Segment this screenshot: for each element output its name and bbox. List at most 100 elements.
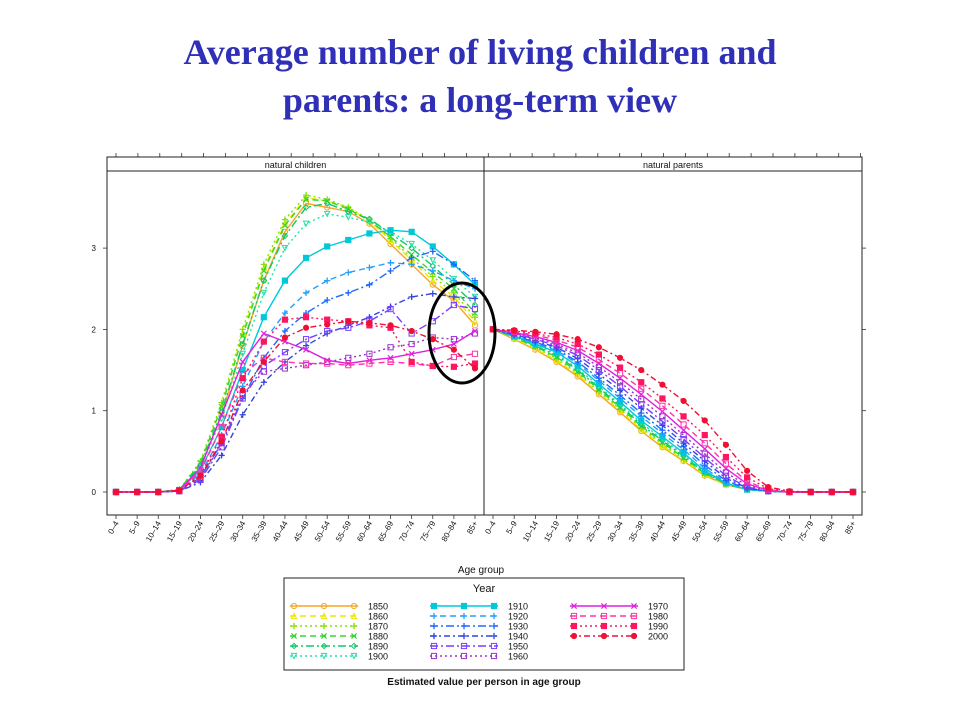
point-1970 (303, 346, 310, 353)
point-1970 (471, 328, 479, 335)
legend-label: 1890 (368, 642, 388, 652)
x-tick-label: 15–19 (542, 519, 561, 543)
point-1940 (680, 440, 687, 447)
series-line-1900 (116, 213, 476, 493)
point-1970 (617, 375, 624, 382)
point-1970 (218, 411, 225, 418)
point-1980 (387, 358, 394, 366)
legend-swatch-marker (290, 652, 298, 660)
point-1940 (429, 290, 436, 297)
point-2000 (324, 321, 331, 328)
series-line-1860 (492, 328, 853, 493)
point-1900 (323, 210, 331, 218)
series-line-1980 (116, 353, 476, 493)
legend-entry-1860: 1860 (290, 612, 388, 622)
series-line-1880 (116, 198, 476, 493)
point-1950 (450, 301, 457, 309)
point-1900 (366, 218, 373, 226)
point-1950 (471, 305, 479, 313)
x-tick-label: 25–29 (585, 519, 604, 543)
series-1960-children (112, 330, 479, 496)
point-1940 (659, 422, 666, 429)
point-1940 (701, 458, 708, 465)
legend-swatch-marker (320, 622, 328, 630)
legend-entry-1900: 1900 (290, 652, 388, 662)
x-tick-label: 25–29 (207, 519, 226, 543)
point-2000 (218, 438, 225, 445)
series-line-1850 (492, 328, 853, 493)
legend-label: 1860 (368, 612, 388, 622)
point-1900 (281, 245, 289, 252)
point-1850 (429, 281, 436, 288)
point-1930 (387, 267, 394, 274)
point-1960 (345, 354, 352, 361)
point-1900 (302, 220, 310, 228)
legend-entry-2000: 2000 (570, 632, 668, 642)
x-tick-label: 0–4 (106, 519, 121, 536)
x-tick-label: 20–24 (186, 519, 205, 543)
series-line-1870 (116, 194, 476, 493)
legend-entry-1960: 1960 (430, 652, 528, 662)
point-1960 (659, 413, 666, 420)
series-line-1920 (492, 328, 853, 493)
point-1980 (218, 423, 225, 431)
series-line-1970 (492, 328, 853, 493)
point-1990 (722, 453, 730, 461)
point-1960 (744, 482, 751, 489)
point-1980 (324, 360, 331, 367)
point-2000 (722, 441, 730, 448)
point-1900 (429, 257, 437, 265)
legend-swatch-marker (430, 612, 438, 620)
point-1960 (281, 365, 289, 372)
point-1870 (471, 314, 479, 321)
series-line-1930 (116, 250, 476, 493)
legend-swatch-marker (430, 602, 438, 610)
x-tick-label: 60–64 (355, 519, 374, 543)
point-1940 (574, 355, 581, 362)
point-2000 (616, 354, 624, 361)
legend-swatch-marker (570, 602, 578, 610)
legend-swatch-marker (350, 642, 358, 650)
point-1980 (281, 358, 289, 366)
series-1950-children (112, 301, 479, 496)
x-tick-label: 40–44 (648, 519, 667, 543)
point-1970 (239, 358, 246, 365)
legend-swatch-marker (490, 612, 498, 620)
point-2000 (765, 484, 772, 491)
point-1940 (450, 293, 457, 300)
series-line-1890 (116, 202, 476, 493)
x-tick-label: 85+ (843, 519, 858, 536)
point-1890 (239, 340, 247, 348)
point-1980 (680, 421, 687, 428)
point-1930 (408, 254, 415, 261)
point-1910 (260, 314, 267, 321)
legend-swatch-marker (320, 612, 328, 620)
point-1870 (302, 192, 310, 199)
series-line-1940 (492, 328, 853, 493)
point-1980 (722, 460, 730, 467)
x-tick-label: 70–74 (397, 519, 416, 543)
x-tick-label: 40–44 (271, 519, 290, 543)
point-1970 (408, 350, 415, 357)
legend-label: 1990 (648, 622, 668, 632)
panel-children: natural children 0–4 5–9 10–14 15–19 20–24 25–… (106, 156, 485, 543)
x-tick-label: 75–79 (796, 519, 815, 543)
point-1920 (429, 267, 436, 274)
series-1930-children (112, 248, 479, 496)
x-tick-label: 35–39 (250, 519, 269, 543)
point-1990 (744, 474, 751, 481)
point-1990 (281, 316, 289, 323)
point-1870 (260, 261, 267, 268)
series-line-1860 (116, 196, 476, 493)
legend-label: 1980 (648, 612, 668, 622)
point-1880 (303, 196, 310, 203)
point-1860 (531, 345, 539, 353)
legend-caption: Estimated value per person in age group (387, 677, 580, 688)
point-1950 (281, 349, 289, 356)
series-1920-children (112, 259, 479, 496)
point-1990 (701, 431, 708, 439)
series-line-1990 (116, 316, 476, 493)
legend-label: 1880 (368, 632, 388, 642)
point-2000 (345, 318, 352, 325)
point-1890 (366, 215, 373, 223)
